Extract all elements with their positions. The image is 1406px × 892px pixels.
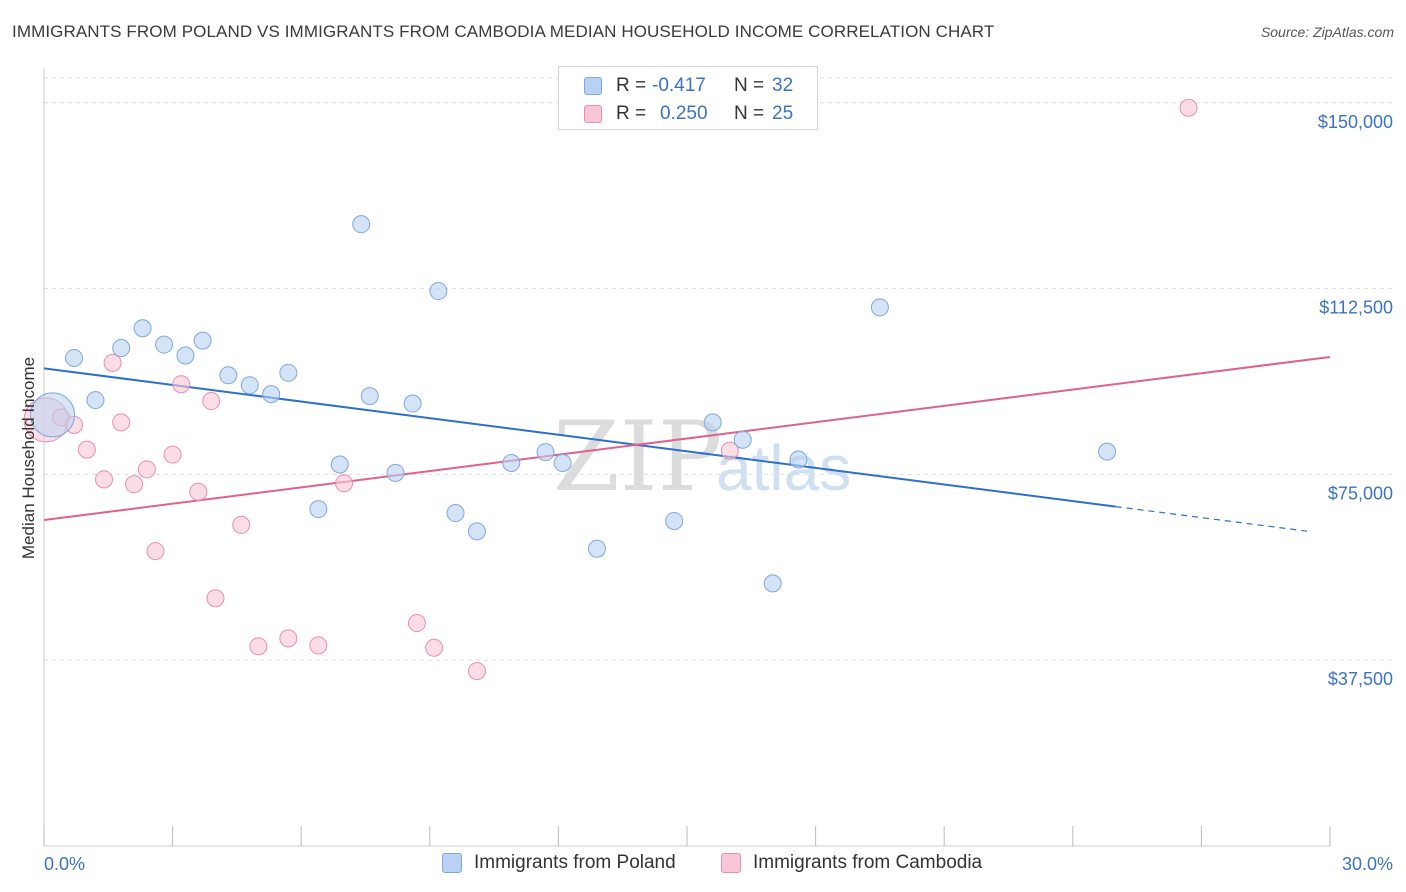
- point-poland-31: [1098, 442, 1117, 461]
- point-poland-27: [733, 430, 752, 449]
- r-value-poland: -0.417: [652, 75, 706, 96]
- point-cambodia-9: [146, 542, 165, 561]
- watermark-zip: ZIP: [553, 401, 722, 513]
- point-cambodia-10: [163, 445, 182, 464]
- cambodia-swatch: [584, 105, 602, 123]
- point-cambodia-21: [425, 638, 444, 657]
- point-cambodia-14: [206, 589, 225, 608]
- legend-item-cambodia[interactable]: Immigrants from Cambodia: [721, 852, 982, 874]
- point-cambodia-8: [137, 460, 156, 479]
- point-poland-9: [240, 376, 259, 395]
- point-poland-7: [193, 331, 212, 350]
- point-poland-22: [536, 443, 555, 462]
- point-poland-21: [502, 453, 521, 472]
- point-cambodia-16: [249, 637, 268, 656]
- point-poland-3: [112, 339, 131, 358]
- y-axis-label: Median Household Income: [19, 357, 38, 559]
- point-poland-1: [65, 348, 84, 367]
- point-poland-26: [703, 413, 722, 432]
- y-tick-labels: $37,500 $75,000 $112,500 $150,000: [1318, 112, 1393, 689]
- y-tick-label-0: $37,500: [1328, 669, 1393, 689]
- point-cambodia-20: [407, 614, 426, 633]
- point-poland-24: [587, 539, 606, 558]
- correlation-legend: R = -0.417 N = 32 R = 0.250 N = 25: [558, 66, 818, 130]
- point-poland-15: [360, 387, 379, 406]
- point-poland-28: [763, 574, 782, 593]
- point-poland-14: [352, 215, 371, 234]
- legend-row-poland: R = -0.417 N = 32: [559, 73, 793, 99]
- y-tick-label-2: $112,500: [1319, 298, 1393, 318]
- point-cambodia-18: [309, 636, 328, 655]
- poland-swatch: [584, 77, 602, 95]
- axes: [43, 68, 1331, 847]
- point-poland-29: [789, 450, 808, 469]
- point-cambodia-11: [172, 375, 191, 394]
- r-value-cambodia: 0.250: [660, 103, 708, 124]
- r-label: R =: [616, 75, 647, 96]
- point-cambodia-3: [77, 440, 96, 459]
- point-cambodia-24: [1179, 98, 1198, 117]
- legend-label-poland: Immigrants from Poland: [474, 852, 676, 873]
- trend-line-cambodia: [43, 355, 1331, 521]
- point-poland-25: [665, 511, 684, 530]
- point-cambodia-13: [202, 392, 221, 411]
- point-poland-23: [553, 453, 572, 472]
- point-poland-2: [86, 391, 105, 410]
- point-cambodia-15: [232, 515, 251, 534]
- point-poland-20: [467, 522, 486, 541]
- n-label: N =: [734, 103, 765, 124]
- point-poland-30: [870, 298, 889, 317]
- point-poland-12: [309, 500, 328, 519]
- chart-title: IMMIGRANTS FROM POLAND VS IMMIGRANTS FRO…: [12, 22, 995, 41]
- n-value-cambodia: 25: [772, 103, 794, 124]
- point-poland-8: [219, 366, 238, 385]
- point-poland-10: [262, 385, 281, 404]
- x-tick-label-max: 30.0%: [1342, 854, 1393, 874]
- x-tick-label-min: 0.0%: [44, 854, 85, 874]
- series-legend: Immigrants from Poland Immigrants from C…: [0, 850, 1406, 878]
- point-cambodia-17: [279, 629, 298, 648]
- legend-label-cambodia: Immigrants from Cambodia: [753, 852, 983, 873]
- point-poland-11: [279, 363, 298, 382]
- point-poland-6: [176, 346, 195, 365]
- point-poland-19: [446, 504, 465, 523]
- point-cambodia-5: [103, 353, 122, 372]
- r-label: R =: [616, 103, 647, 124]
- poland-swatch: [442, 853, 462, 873]
- n-value-poland: 32: [772, 75, 794, 96]
- trend-line-poland-extrapolated: [1115, 505, 1309, 532]
- point-cambodia-12: [189, 482, 208, 501]
- point-poland-17: [403, 394, 422, 413]
- y-tick-label-3: $150,000: [1318, 112, 1393, 132]
- legend-row-cambodia: R = 0.250 N = 25: [559, 101, 793, 127]
- y-tick-label-1: $75,000: [1328, 483, 1393, 503]
- point-poland-0: [30, 392, 76, 438]
- point-cambodia-23: [720, 441, 739, 460]
- point-cambodia-4: [95, 470, 114, 489]
- point-poland-13: [330, 455, 349, 474]
- point-cambodia-22: [467, 662, 486, 681]
- n-label: N =: [734, 75, 765, 96]
- gridlines: [44, 77, 1394, 661]
- legend-item-poland[interactable]: Immigrants from Poland: [442, 852, 676, 874]
- trend-lines: [43, 355, 1331, 532]
- point-cambodia-7: [125, 475, 144, 494]
- point-poland-4: [133, 319, 152, 338]
- point-poland-16: [386, 463, 405, 482]
- point-poland-5: [155, 335, 174, 354]
- cambodia-swatch: [721, 853, 741, 873]
- trend-line-poland: [43, 367, 1116, 508]
- point-cambodia-19: [335, 474, 354, 493]
- point-poland-18: [429, 282, 448, 301]
- point-cambodia-6: [112, 413, 131, 432]
- data-points: [23, 98, 1198, 681]
- source-label: Source: ZipAtlas.com: [1260, 24, 1394, 40]
